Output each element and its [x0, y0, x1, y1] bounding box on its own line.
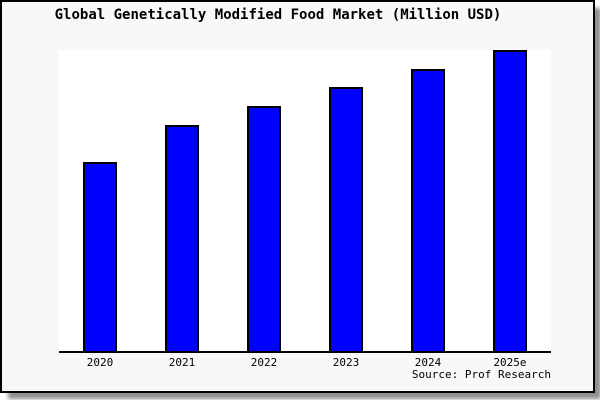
source-caption: Source: Prof Research: [411, 368, 551, 381]
x-tick-label-2025e: 2025e: [493, 356, 527, 369]
plot-area: [59, 50, 551, 351]
bar-2024: [411, 69, 445, 351]
bar-2023: [329, 87, 363, 351]
x-tick-label-2021: 2021: [168, 356, 196, 369]
x-tick-label-2024: 2024: [414, 356, 442, 369]
bar-2020: [83, 162, 117, 351]
x-tick-label-2020: 2020: [86, 356, 114, 369]
bar-2025e: [493, 50, 527, 351]
x-axis-labels: 2020 2021 2022 2023 2024 2025e: [59, 356, 551, 369]
bar-2021: [165, 125, 199, 351]
chart-title: Global Genetically Modified Food Market …: [54, 7, 502, 23]
x-tick-label-2023: 2023: [332, 356, 360, 369]
x-axis-line: [59, 351, 551, 353]
x-tick-label-2022: 2022: [250, 356, 278, 369]
bar-2022: [247, 106, 281, 351]
